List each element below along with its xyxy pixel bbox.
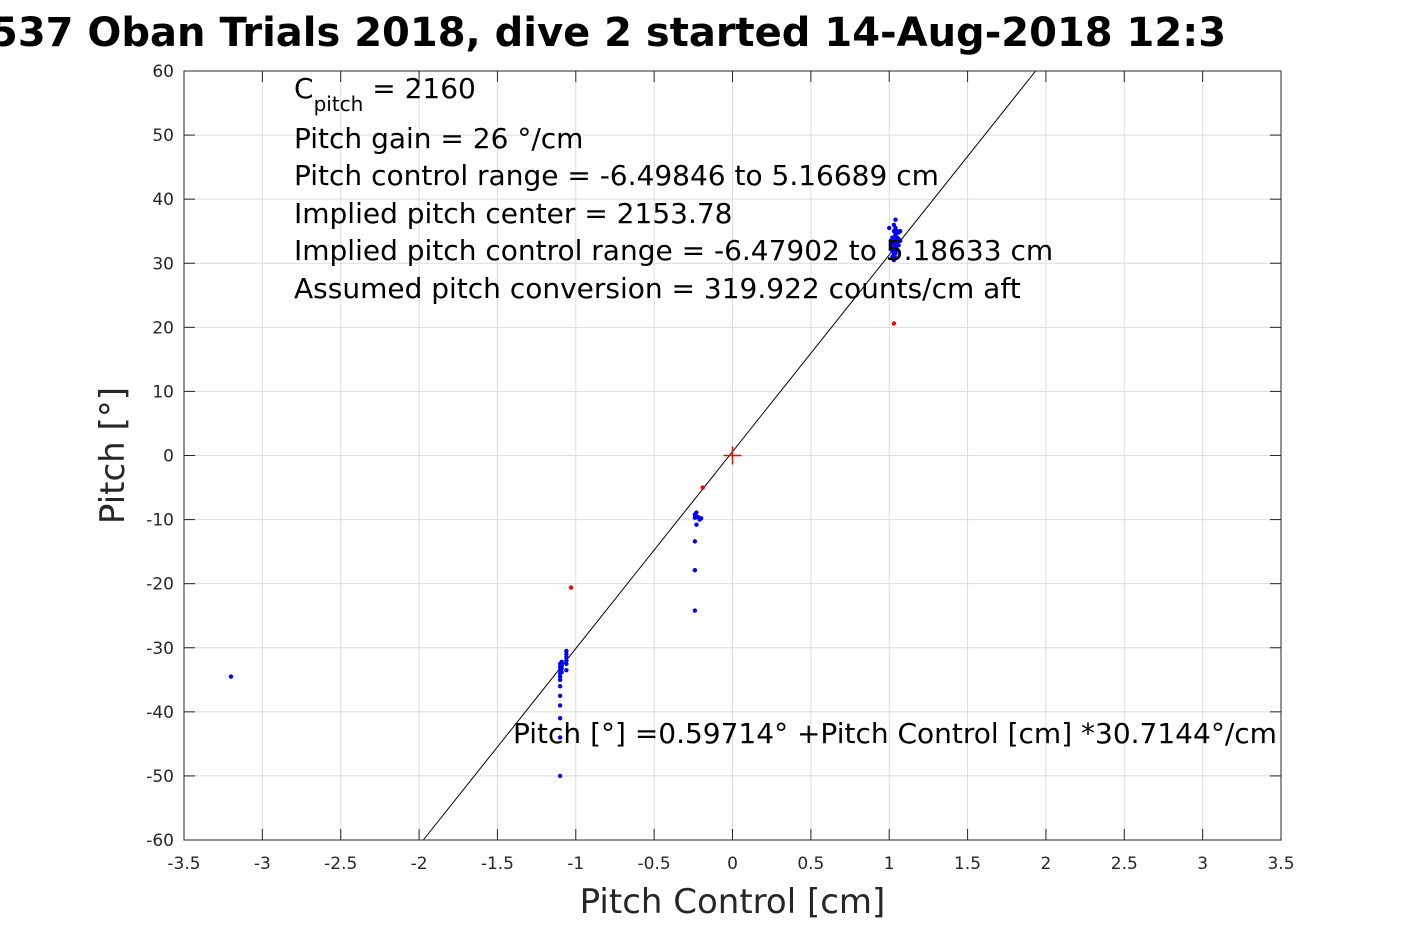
data-point (894, 248, 900, 253)
data-point (564, 658, 569, 663)
data-point (568, 585, 574, 590)
y-tick-label: 30 (152, 254, 174, 274)
y-tick-label: -20 (146, 575, 174, 595)
data-point (557, 693, 563, 699)
data-point (692, 539, 698, 544)
x-tick-label: 1.5 (954, 854, 981, 874)
y-tick-label: -10 (146, 511, 174, 531)
data-point (694, 522, 699, 527)
y-axis-label: Pitch [°] (93, 387, 133, 524)
x-axis-label: Pitch Control [cm] (580, 882, 886, 922)
y-tick-label: 40 (152, 190, 174, 210)
x-tick-label: 2 (1041, 854, 1052, 874)
data-point (564, 651, 569, 657)
y-tick-label: -30 (146, 639, 174, 659)
data-point (896, 243, 901, 248)
data-point (897, 238, 903, 244)
x-tick-label: 2.5 (1111, 854, 1138, 874)
y-tick-label: 10 (152, 382, 174, 402)
data-points (228, 217, 903, 779)
y-tick-label: -40 (146, 703, 174, 723)
data-point (564, 648, 569, 654)
annotation-pitch-control-range: Pitch control range = -6.49846 to 5.1668… (294, 159, 939, 192)
data-point (557, 674, 563, 679)
annotation-cpitch-value: = 2160 (363, 72, 476, 105)
data-point (893, 255, 898, 261)
y-tick-label: 20 (152, 318, 174, 338)
data-point (559, 663, 564, 668)
data-point (557, 716, 563, 721)
x-tick-label: -3 (254, 854, 271, 874)
chart-title: 537 Oban Trials 2018, dive 2 started 14-… (0, 10, 1226, 56)
x-tick-label: -0.5 (638, 854, 671, 874)
annotations: Cpitch = 2160 Pitch gain = 26 °/cm Pitch… (294, 72, 1277, 750)
series-1 (568, 321, 897, 590)
data-point (557, 684, 563, 689)
x-tick-label: -2.5 (324, 854, 357, 874)
data-point (698, 516, 704, 521)
annotation-cpitch-base: C (294, 72, 314, 105)
data-point (694, 510, 699, 515)
data-point (891, 321, 897, 326)
center-marker-layer (723, 446, 742, 465)
y-tick-label: 50 (152, 126, 174, 146)
data-point (228, 674, 234, 679)
y-tick-label: 60 (152, 62, 174, 82)
data-point (559, 669, 564, 675)
x-tick-label: 1 (884, 854, 895, 874)
data-point (564, 655, 569, 660)
annotation-assumed-pitch-conversion: Assumed pitch conversion = 319.922 count… (294, 272, 1021, 305)
x-tick-label: -2 (411, 854, 428, 874)
annotation-implied-pitch-control-range: Implied pitch control range = -6.47902 t… (294, 234, 1053, 267)
x-tick-label: 0 (727, 854, 738, 874)
annotation-cpitch-subscript: pitch (314, 92, 364, 116)
x-tick-label: -3.5 (167, 854, 200, 874)
x-tick-label: 3.5 (1267, 854, 1294, 874)
fit-equation: Pitch [°] =0.59714° +Pitch Control [cm] … (513, 717, 1277, 750)
data-point (557, 773, 563, 779)
data-point (557, 703, 563, 708)
data-point (893, 217, 898, 222)
x-tick-label: -1 (567, 854, 584, 874)
data-point (557, 735, 563, 740)
data-point (700, 485, 705, 490)
series-0 (228, 217, 903, 779)
y-tick-label: -60 (146, 831, 174, 851)
data-point (559, 659, 564, 665)
data-point (564, 667, 569, 673)
data-point (692, 608, 698, 613)
annotation-pitch-gain: Pitch gain = 26 °/cm (294, 122, 583, 155)
data-point (692, 568, 698, 573)
y-tick-label: -50 (146, 767, 174, 787)
data-point (897, 229, 903, 234)
annotation-cpitch: Cpitch = 2160 (294, 72, 476, 116)
x-tick-label: 3 (1197, 854, 1208, 874)
axis-ticks: -3.5 -3 -2.5 -2 -1.5 -1 -0.5 0 0.5 1 1.5 2 2.5 3 3.5 60… (146, 62, 1294, 874)
y-tick-label: 0 (163, 447, 174, 467)
x-tick-label: 0.5 (797, 854, 824, 874)
x-tick-label: -1.5 (481, 854, 514, 874)
annotation-implied-pitch-center: Implied pitch center = 2153.78 (294, 197, 732, 230)
data-point (887, 225, 892, 231)
data-point (557, 677, 563, 682)
data-point (564, 661, 569, 666)
